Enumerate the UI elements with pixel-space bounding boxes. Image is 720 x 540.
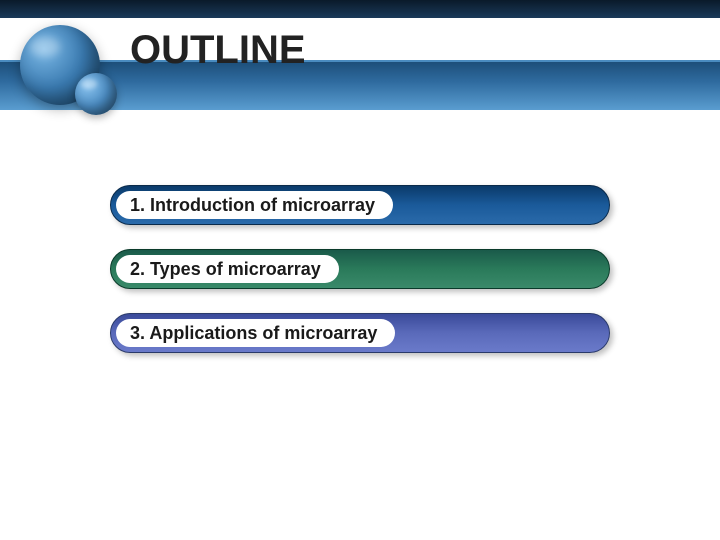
outline-item: 1. Introduction of microarray (110, 185, 610, 225)
outline-item-label-bg: 2. Types of microarray (116, 255, 339, 283)
outline-item-label: 3. Applications of microarray (130, 323, 377, 344)
slide-header: OUTLINE (0, 0, 720, 110)
outline-item: 2. Types of microarray (110, 249, 610, 289)
outline-list: 1. Introduction of microarray 2. Types o… (110, 185, 610, 377)
slide-title: OUTLINE (130, 28, 306, 73)
globe-small-icon (75, 73, 117, 115)
globe-decoration (20, 25, 110, 115)
outline-item-label-bg: 3. Applications of microarray (116, 319, 395, 347)
header-bar-top (0, 0, 720, 18)
outline-item-label-bg: 1. Introduction of microarray (116, 191, 393, 219)
outline-item-label: 2. Types of microarray (130, 259, 321, 280)
outline-item: 3. Applications of microarray (110, 313, 610, 353)
outline-item-label: 1. Introduction of microarray (130, 195, 375, 216)
